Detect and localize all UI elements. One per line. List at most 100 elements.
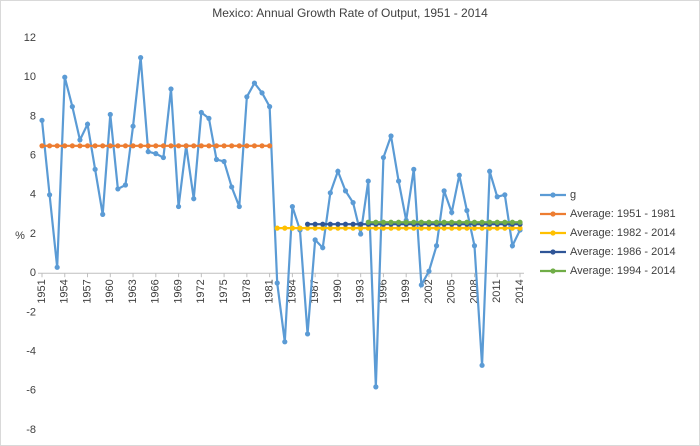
- y-tick-label: 0: [30, 267, 36, 279]
- point: [54, 143, 60, 149]
- point: [471, 225, 478, 231]
- point: [198, 143, 204, 149]
- point: [175, 203, 182, 210]
- x-tick-label: 1993: [355, 279, 367, 303]
- point: [282, 225, 288, 231]
- point: [502, 192, 508, 198]
- x-tick-label: 1975: [218, 279, 230, 303]
- point: [191, 196, 197, 202]
- point: [479, 219, 485, 225]
- point: [388, 225, 394, 231]
- point: [509, 243, 516, 249]
- point: [46, 143, 53, 149]
- x-tick-label: 1972: [195, 279, 207, 303]
- legend-marker: [550, 249, 556, 255]
- x-tick-label: 1978: [241, 279, 253, 303]
- point: [304, 225, 311, 231]
- point: [365, 178, 371, 184]
- point: [54, 264, 60, 270]
- point: [312, 237, 318, 243]
- point: [494, 194, 500, 200]
- x-tick-label: 1981: [264, 279, 276, 303]
- x-tick-label: 2002: [423, 279, 435, 303]
- point: [39, 143, 45, 149]
- point: [92, 166, 98, 172]
- point: [517, 219, 523, 225]
- x-tick-label: 2014: [514, 279, 526, 303]
- point: [183, 143, 189, 149]
- series-line: [40, 57, 521, 387]
- point: [396, 225, 402, 231]
- point: [46, 192, 53, 198]
- point: [335, 168, 341, 174]
- x-tick-label: 1951: [36, 279, 48, 303]
- point: [236, 203, 242, 210]
- x-tick-label: 1969: [172, 279, 184, 303]
- point: [433, 243, 440, 249]
- point: [350, 221, 356, 227]
- y-tick-label: -4: [26, 346, 36, 358]
- point: [358, 225, 364, 231]
- point: [251, 143, 258, 149]
- point: [168, 86, 174, 92]
- point: [221, 158, 227, 165]
- point: [449, 209, 455, 216]
- point: [100, 143, 106, 149]
- point: [358, 231, 364, 237]
- point: [464, 225, 470, 231]
- point: [411, 166, 417, 172]
- point: [84, 143, 91, 149]
- point: [107, 143, 113, 149]
- point: [259, 90, 265, 96]
- point: [320, 225, 326, 231]
- point: [304, 221, 311, 227]
- point: [320, 245, 326, 251]
- point: [213, 156, 220, 163]
- point: [380, 154, 387, 161]
- point: [145, 143, 151, 149]
- y-tick-label: 8: [30, 110, 36, 122]
- chart-title: Mexico: Annual Growth Rate of Output, 19…: [212, 6, 488, 20]
- point: [456, 172, 462, 178]
- y-tick-label: -2: [26, 306, 36, 318]
- point: [449, 219, 455, 225]
- point: [342, 221, 349, 227]
- point: [517, 225, 523, 231]
- point: [335, 225, 341, 231]
- point: [62, 143, 68, 149]
- point: [487, 225, 493, 231]
- point: [77, 143, 83, 149]
- point: [479, 362, 485, 368]
- point: [396, 178, 402, 184]
- x-tick-label: 1996: [377, 279, 389, 303]
- legend-label: Average: 1951 - 1981: [570, 208, 676, 220]
- point: [229, 184, 235, 190]
- point: [244, 94, 250, 100]
- point: [153, 151, 159, 157]
- point: [312, 225, 318, 231]
- point: [206, 115, 212, 121]
- point: [509, 225, 516, 231]
- point: [456, 225, 462, 231]
- point: [168, 143, 174, 149]
- point: [456, 219, 462, 225]
- point: [487, 168, 493, 174]
- legend-label: Average: 1986 - 2014: [570, 246, 676, 258]
- y-tick-label: 10: [24, 71, 36, 83]
- point: [418, 282, 424, 288]
- point: [274, 225, 280, 231]
- point: [350, 225, 356, 231]
- point: [206, 143, 212, 149]
- point: [122, 182, 129, 188]
- point: [251, 80, 258, 86]
- point: [115, 186, 121, 192]
- point: [236, 143, 242, 149]
- point: [244, 143, 250, 149]
- point: [342, 225, 349, 231]
- point: [418, 225, 424, 231]
- point: [411, 225, 417, 231]
- y-tick-label: -8: [26, 424, 36, 436]
- point: [433, 225, 440, 231]
- point: [289, 225, 295, 231]
- point: [282, 339, 288, 345]
